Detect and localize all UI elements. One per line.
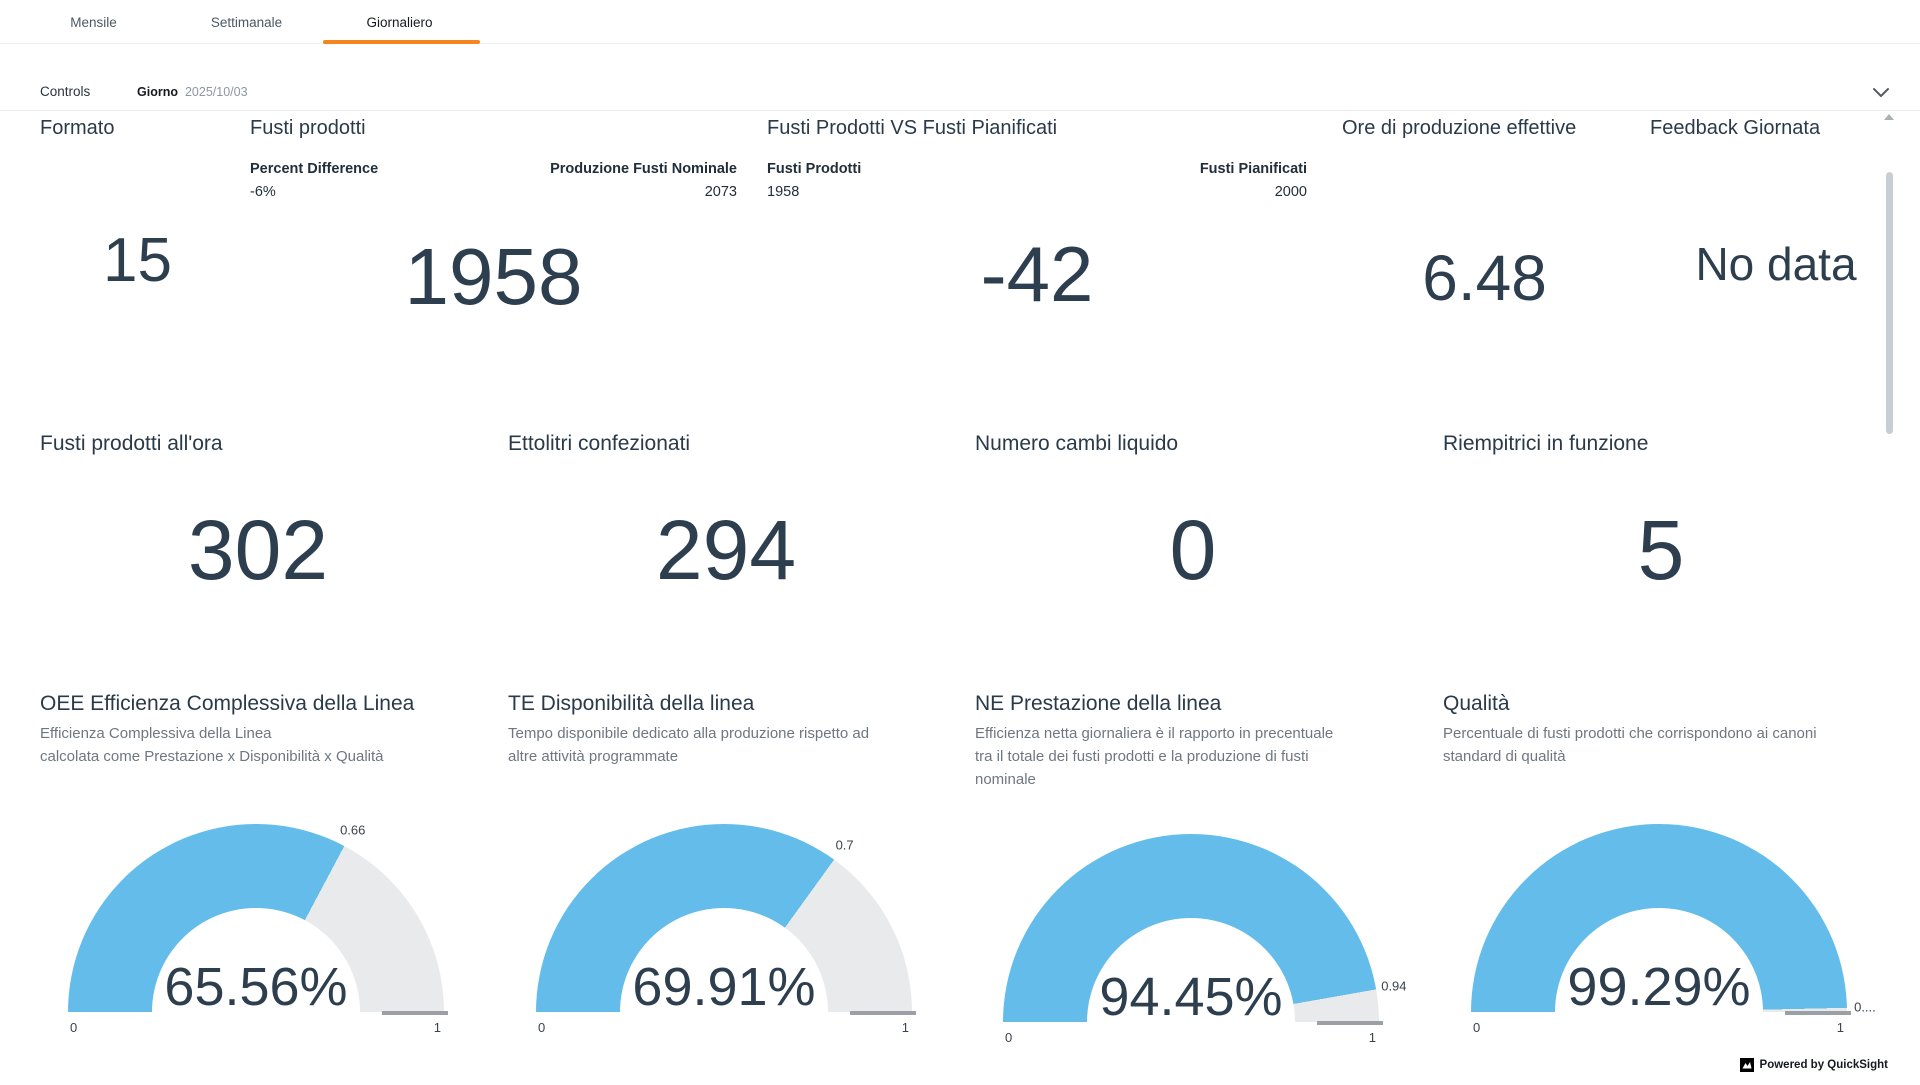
gauge-target-tick bbox=[382, 1011, 448, 1015]
kpi-feedback-giornata: Feedback Giornata No data bbox=[1650, 115, 1902, 330]
kpi-value: 15 bbox=[103, 226, 172, 295]
kpi-formato: Formato 15 bbox=[40, 115, 235, 330]
comparison-label: Fusti Pianificati bbox=[1199, 161, 1307, 177]
powered-by-quicksight[interactable]: Powered by QuickSight bbox=[1739, 1058, 1888, 1072]
kpi-riempitrici: Riempitrici in funzione 5 bbox=[1443, 430, 1879, 620]
comparison-label: Percent Difference bbox=[250, 161, 379, 177]
kpi-value: 5 bbox=[1637, 503, 1685, 597]
gauge-min-label: 0 bbox=[1005, 1030, 1013, 1045]
comparison-value: -6% bbox=[250, 184, 276, 200]
gauge-target-tick bbox=[850, 1011, 916, 1015]
comparison-label: Fusti Prodotti bbox=[767, 161, 862, 177]
gauge-tick-label: 0.94 bbox=[1381, 978, 1407, 994]
tab-mensile[interactable]: Mensile bbox=[70, 14, 117, 30]
kpi-value: 294 bbox=[655, 503, 797, 597]
gauge-value: 94.45% bbox=[1099, 967, 1283, 1027]
gauge-min-label: 0 bbox=[1473, 1020, 1481, 1035]
kpi-fusti-prodotti: Fusti prodotti Percent Difference -6% Pr… bbox=[250, 115, 737, 330]
kpi-fusti-allora: Fusti prodotti all'ora 302 bbox=[40, 430, 476, 620]
vertical-scrollbar-thumb[interactable] bbox=[1886, 172, 1893, 434]
comparison-left: Fusti Prodotti 1958 bbox=[767, 158, 861, 204]
controls-bar: Controls Giorno 2025/10/03 bbox=[0, 75, 1920, 111]
powered-by-text: Powered by QuickSight bbox=[1759, 1059, 1888, 1071]
gauge-max-label: 1 bbox=[1836, 1020, 1844, 1035]
gauge-ne: NE Prestazione della linea Efficienza ne… bbox=[975, 690, 1411, 1075]
tab-giornaliero[interactable]: Giornaliero bbox=[366, 14, 433, 30]
gauge-qualita: Qualità Percentuale di fusti prodotti ch… bbox=[1443, 690, 1879, 1075]
gauge-target-tick bbox=[1317, 1021, 1383, 1025]
comparison-value: 1958 bbox=[767, 184, 800, 200]
gauge-value: 69.91% bbox=[632, 957, 816, 1017]
kpi-fusti-vs-pianificati: Fusti Prodotti VS Fusti Pianificati Fust… bbox=[767, 115, 1307, 330]
chevron-down-icon[interactable] bbox=[1872, 87, 1890, 99]
gauge-min-label: 0 bbox=[538, 1020, 546, 1035]
kpi-ore-produzione: Ore di produzione effettive 6.48 bbox=[1342, 115, 1627, 330]
comparison-right: Fusti Pianificati 2000 bbox=[1200, 158, 1307, 204]
kpi-cambi-liquido: Numero cambi liquido 0 bbox=[975, 430, 1411, 620]
comparison-right: Produzione Fusti Nominale 2073 bbox=[550, 158, 737, 204]
giorno-filter-control[interactable]: Giorno 2025/10/03 bbox=[137, 85, 248, 99]
kpi-title: Ettolitri confezionati bbox=[508, 432, 691, 455]
kpi-title: Feedback Giornata bbox=[1650, 117, 1821, 139]
kpi-title: Riempitrici in funzione bbox=[1443, 432, 1649, 455]
gauge-te: TE Disponibilità della linea Tempo dispo… bbox=[508, 690, 944, 1075]
gauge-subtitle: Efficienza netta giornaliera è il rappor… bbox=[975, 725, 1334, 788]
gauge-max-label: 1 bbox=[1368, 1030, 1376, 1045]
filter-value: 2025/10/03 bbox=[184, 85, 248, 99]
kpi-comparisons: Percent Difference -6% Produzione Fusti … bbox=[250, 158, 737, 204]
kpi-value: 302 bbox=[187, 503, 329, 597]
gauge-max-label: 1 bbox=[433, 1020, 441, 1035]
gauge-subtitle: Percentuale di fusti prodotti che corris… bbox=[1443, 725, 1817, 765]
kpi-comparisons: Fusti Prodotti 1958 Fusti Pianificati 20… bbox=[767, 158, 1307, 204]
scroll-up-arrow-icon[interactable] bbox=[1884, 114, 1894, 120]
sheet-tabbar: Mensile Settimanale Giornaliero bbox=[0, 0, 1920, 44]
gauge-chart: 99.29% 0.... 0 1 bbox=[1471, 824, 1876, 1035]
gauge-title: TE Disponibilità della linea bbox=[508, 692, 755, 715]
gauge-tick-label: 0.66 bbox=[340, 822, 366, 838]
gauge-min-label: 0 bbox=[70, 1020, 78, 1035]
comparison-left: Percent Difference -6% bbox=[250, 158, 378, 204]
gauge-subtitle: Efficienza Complessiva della Linea calco… bbox=[40, 725, 384, 765]
comparison-value: 2000 bbox=[1274, 184, 1307, 200]
filter-name: Giorno bbox=[137, 85, 178, 99]
gauge-title: NE Prestazione della linea bbox=[975, 692, 1222, 715]
kpi-title: Formato bbox=[40, 117, 115, 139]
kpi-title: Ore di produzione effettive bbox=[1342, 117, 1577, 139]
kpi-value: -42 bbox=[980, 230, 1094, 318]
kpi-title: Numero cambi liquido bbox=[975, 432, 1179, 455]
comparison-value: 2073 bbox=[704, 184, 737, 200]
gauge-title: OEE Efficienza Complessiva della Linea bbox=[40, 692, 415, 715]
gauge-value: 65.56% bbox=[164, 957, 348, 1017]
kpi-title: Fusti Prodotti VS Fusti Pianificati bbox=[767, 117, 1058, 139]
controls-label: Controls bbox=[40, 84, 91, 99]
gauge-tick-label: 0.... bbox=[1854, 999, 1876, 1015]
gauge-value: 99.29% bbox=[1567, 957, 1751, 1017]
kpi-title: Fusti prodotti all'ora bbox=[40, 432, 223, 455]
kpi-title: Fusti prodotti bbox=[250, 117, 366, 139]
gauge-chart: 69.91% 0.7 0 1 bbox=[536, 824, 916, 1035]
comparison-label: Produzione Fusti Nominale bbox=[550, 161, 737, 177]
kpi-value: 0 bbox=[1169, 503, 1217, 597]
gauge-max-label: 1 bbox=[901, 1020, 909, 1035]
gauge-chart: 65.56% 0.66 0 1 bbox=[68, 822, 448, 1035]
gauge-chart: 94.45% 0.94 0 1 bbox=[1003, 834, 1407, 1045]
tab-settimanale[interactable]: Settimanale bbox=[210, 14, 283, 30]
kpi-ettolitri: Ettolitri confezionati 294 bbox=[508, 430, 944, 620]
quicksight-logo-icon bbox=[1739, 1058, 1754, 1072]
gauge-title: Qualità bbox=[1443, 692, 1510, 715]
gauge-oee: OEE Efficienza Complessiva della Linea E… bbox=[40, 690, 476, 1075]
active-tab-underline bbox=[323, 40, 480, 44]
gauge-tick-label: 0.7 bbox=[835, 837, 854, 853]
gauge-subtitle: Tempo disponibile dedicato alla produzio… bbox=[508, 725, 870, 765]
kpi-value: No data bbox=[1695, 238, 1857, 290]
kpi-value: 1958 bbox=[404, 232, 583, 321]
gauge-target-tick bbox=[1785, 1011, 1851, 1015]
kpi-value: 6.48 bbox=[1422, 242, 1547, 314]
